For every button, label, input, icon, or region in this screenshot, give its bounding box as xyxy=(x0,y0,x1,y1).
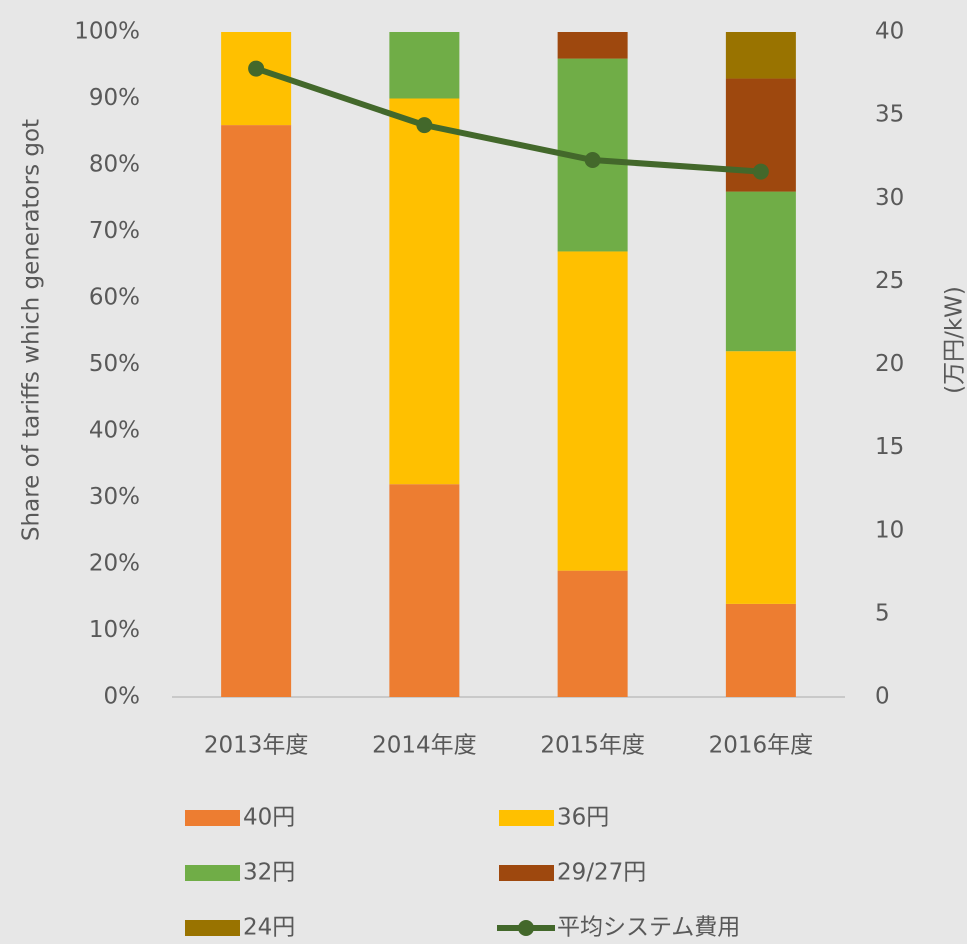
y2-tick-label: 35 xyxy=(875,102,904,128)
x-tick-label: 2016年度 xyxy=(709,733,814,759)
y2-tick-label: 10 xyxy=(875,517,904,543)
y2-tick-label: 5 xyxy=(875,600,890,626)
legend-label: 32円 xyxy=(243,860,295,886)
x-tick-label: 2013年度 xyxy=(204,733,309,759)
bar xyxy=(389,484,460,697)
legend-swatch xyxy=(499,810,554,826)
bar xyxy=(725,191,796,352)
x-tick-label: 2014年度 xyxy=(372,733,477,759)
legend-label: 29/27円 xyxy=(557,860,646,886)
legend-swatch xyxy=(185,865,240,881)
y-tick-label: 100% xyxy=(74,19,140,45)
legend-swatch xyxy=(185,810,240,826)
legend-label: 平均システム費用 xyxy=(557,915,740,941)
bar xyxy=(725,351,796,604)
y2-axis-title: (万円/kW) xyxy=(942,286,967,394)
y2-tick-label: 0 xyxy=(875,684,890,710)
y-tick-label: 20% xyxy=(89,551,140,577)
legend-marker xyxy=(518,920,534,936)
y2-tick-label: 25 xyxy=(875,268,904,294)
y-tick-label: 10% xyxy=(89,617,140,643)
x-tick-label: 2015年度 xyxy=(540,733,645,759)
bar xyxy=(389,32,460,99)
y2-tick-label: 40 xyxy=(875,19,904,45)
y-tick-label: 40% xyxy=(89,418,140,444)
legend-swatch xyxy=(185,920,240,936)
y2-tick-label: 20 xyxy=(875,351,904,377)
y-tick-label: 60% xyxy=(89,285,140,311)
line xyxy=(255,65,762,175)
y2-tick-label: 15 xyxy=(875,434,904,460)
bar xyxy=(557,570,628,697)
y-tick-label: 0% xyxy=(104,684,141,710)
bar xyxy=(557,251,628,571)
legend-label: 40円 xyxy=(243,805,295,831)
legend-label: 36円 xyxy=(557,805,609,831)
y-tick-label: 30% xyxy=(89,484,140,510)
line-marker xyxy=(248,60,265,77)
y-tick-label: 80% xyxy=(89,152,140,178)
bar xyxy=(221,125,292,698)
bar xyxy=(725,603,796,697)
y-tick-label: 50% xyxy=(89,351,140,377)
y2-tick-label: 30 xyxy=(875,185,904,211)
line-marker xyxy=(584,152,601,169)
legend-swatch xyxy=(499,865,554,881)
bar xyxy=(557,32,628,59)
line-marker xyxy=(752,163,769,180)
y-tick-label: 90% xyxy=(89,85,140,111)
bar xyxy=(389,98,460,485)
y-axis-title: Share of tariffs which generators got xyxy=(19,119,45,541)
legend-label: 24円 xyxy=(243,915,295,941)
y-tick-label: 70% xyxy=(89,218,140,244)
bar xyxy=(725,32,796,79)
line-marker xyxy=(416,117,433,134)
